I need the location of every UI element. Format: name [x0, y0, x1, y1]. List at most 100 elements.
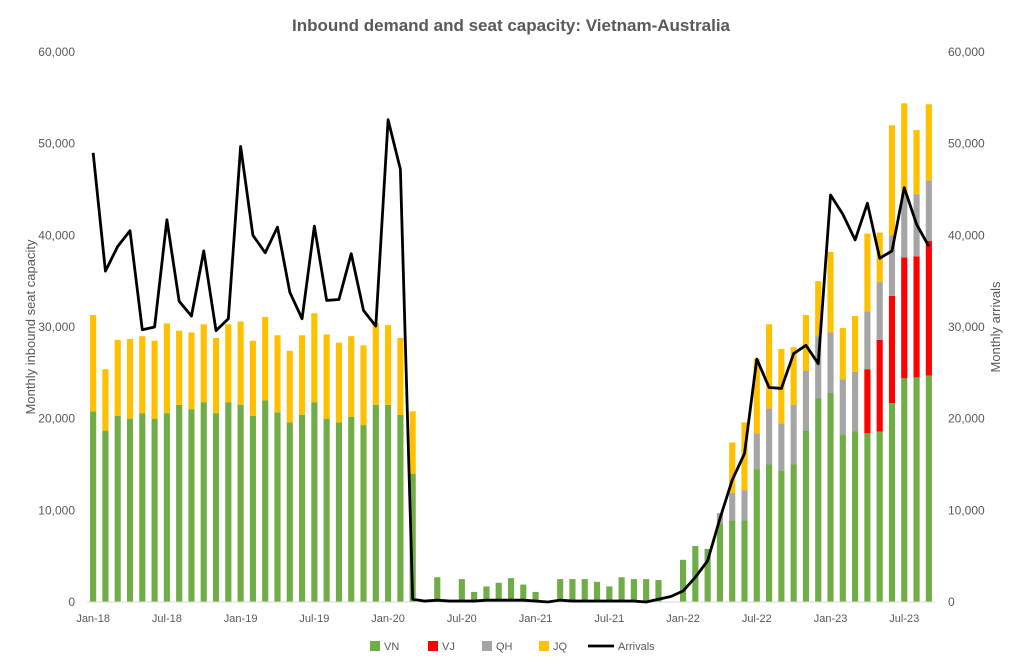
bar-vn-mar-23: [852, 431, 859, 602]
bar-jq-may-19: [286, 350, 293, 423]
bar-vn-may-20: [434, 577, 441, 602]
y-tick-label: 30,000: [38, 320, 75, 334]
bar-vn-may-21: [581, 579, 588, 602]
bar-qh-may-22: [729, 492, 736, 521]
bar-vn-dec-20: [520, 584, 527, 602]
bar-jq-jul-19: [311, 313, 318, 403]
bar-qh-apr-23: [864, 311, 871, 370]
bar-vn-aug-20: [471, 591, 478, 602]
bar-jq-mar-18: [114, 339, 121, 416]
legend-swatch-jq: [539, 641, 549, 651]
x-tick-label: Jul-22: [742, 613, 772, 625]
bar-vn-jan-19: [237, 404, 244, 602]
bar-vn-aug-19: [323, 418, 330, 602]
bar-vn-nov-22: [802, 430, 810, 602]
y-tick-label: 40,000: [38, 228, 75, 242]
bar-vj-sep-23: [925, 240, 932, 376]
bar-vn-aug-18: [176, 404, 183, 602]
bar-vn-oct-18: [200, 402, 207, 602]
bar-vn-sep-18: [188, 409, 195, 602]
bar-vn-aug-23: [913, 377, 920, 602]
y2-tick-label: 10,000: [948, 503, 985, 517]
bar-jq-nov-19: [360, 345, 367, 426]
bar-qh-oct-22: [790, 404, 797, 465]
bar-vn-feb-20: [397, 415, 404, 602]
bar-jq-mar-23: [852, 316, 859, 372]
bar-jq-jan-18: [90, 315, 97, 412]
bar-vn-oct-21: [643, 579, 650, 602]
y2-tick-label: 40,000: [948, 228, 985, 242]
legend-label-jq: JQ: [553, 641, 568, 653]
bar-vn-sep-22: [778, 470, 785, 602]
legend-swatch-vn: [370, 641, 380, 651]
bar-vn-jun-18: [151, 418, 158, 602]
x-tick-label: Jul-23: [889, 613, 919, 625]
bar-jq-may-22: [729, 442, 736, 493]
y2-tick-label: 20,000: [948, 412, 985, 426]
x-tick-label: Jul-21: [594, 613, 624, 625]
bar-jq-aug-18: [176, 330, 183, 405]
bar-vn-mar-18: [114, 415, 121, 602]
bar-vn-jan-20: [385, 404, 392, 602]
bar-jq-sep-19: [335, 342, 343, 423]
bar-qh-jun-23: [888, 235, 896, 296]
bar-vn-may-22: [729, 520, 736, 602]
bar-jq-oct-19: [348, 336, 355, 417]
bar-vj-may-23: [876, 339, 883, 432]
bar-vn-sep-21: [630, 579, 637, 602]
bar-vn-apr-18: [126, 418, 134, 602]
bar-vn-jan-21: [532, 591, 539, 602]
bar-vn-oct-19: [348, 416, 355, 602]
x-tick-label: Jan-22: [666, 613, 700, 625]
bar-vj-jun-23: [888, 295, 896, 404]
x-tick-label: Jul-18: [152, 613, 182, 625]
bar-vn-mar-21: [557, 579, 564, 602]
bar-vn-apr-21: [569, 579, 576, 602]
bar-jq-jun-19: [299, 335, 306, 415]
y2-tick-label: 60,000: [948, 45, 985, 59]
y-tick-label: 10,000: [38, 503, 75, 517]
bar-vn-aug-22: [766, 464, 773, 602]
bar-jq-dec-22: [815, 281, 822, 337]
bar-vn-oct-22: [790, 464, 797, 602]
x-tick-label: Jan-21: [519, 613, 553, 625]
bar-qh-sep-22: [778, 423, 785, 471]
bar-vn-jun-21: [593, 581, 601, 602]
bar-jq-feb-20: [397, 338, 404, 415]
bar-qh-jul-22: [753, 433, 760, 470]
y2-tick-label: 50,000: [948, 137, 985, 151]
y-axis-label: Monthly inbound seat capacity: [23, 239, 38, 414]
x-tick-label: Jan-23: [814, 613, 848, 625]
bar-vj-aug-23: [913, 256, 920, 378]
legend-swatch-qh: [482, 641, 492, 651]
bar-jq-jul-22: [753, 359, 760, 434]
bar-vn-jul-22: [753, 469, 760, 602]
bar-vn-nov-19: [360, 425, 367, 602]
bar-vn-jul-19: [311, 402, 318, 602]
bar-jq-aug-22: [766, 324, 773, 409]
bar-jq-dec-19: [372, 323, 379, 405]
bar-jq-apr-23: [864, 233, 871, 312]
bar-vn-oct-20: [495, 582, 502, 602]
bar-vn-feb-23: [839, 434, 846, 602]
bars-layer: [90, 103, 932, 602]
bar-jq-sep-18: [188, 332, 195, 410]
legend-label-vn: VN: [384, 641, 399, 653]
bar-jq-jun-23: [888, 125, 896, 236]
bar-vn-nov-20: [507, 578, 515, 602]
legend: VN VJ QH JQ Arrivals: [370, 641, 655, 653]
bar-vn-feb-19: [249, 415, 256, 602]
y2-tick-label: 30,000: [948, 320, 985, 334]
bar-qh-sep-23: [925, 180, 932, 241]
line-layer: [91, 118, 931, 604]
bar-jq-jan-19: [237, 321, 244, 405]
bar-jq-mar-20: [409, 411, 416, 474]
bar-vn-jan-18: [90, 411, 97, 602]
bar-jq-feb-19: [249, 340, 256, 416]
legend-label-qh: QH: [496, 641, 513, 653]
bar-vn-feb-22: [692, 546, 699, 602]
x-tick-label: Jan-20: [371, 613, 405, 625]
bar-jq-jun-18: [151, 340, 158, 419]
bar-vn-apr-22: [716, 523, 723, 602]
